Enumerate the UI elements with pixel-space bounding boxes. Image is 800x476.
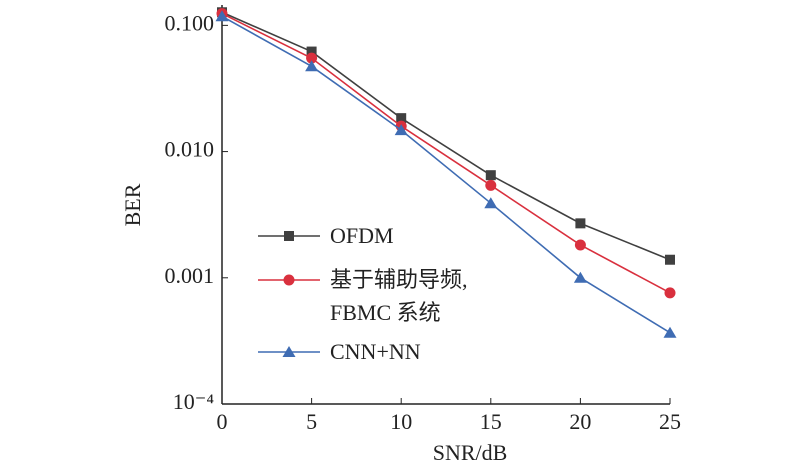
series-line [221,11,671,261]
marker [284,231,294,241]
marker [485,179,497,191]
x-tick-label: 0 [217,409,228,434]
marker [664,287,676,299]
marker [282,346,296,357]
marker [663,326,677,338]
marker [573,271,587,283]
marker [484,197,498,209]
y-axis-label: BER [120,183,145,226]
legend-label: OFDM [330,223,394,248]
x-tick-label: 20 [569,409,591,434]
marker [306,52,318,64]
series-line [221,12,671,294]
x-axis-label: SNR/dB [433,440,508,465]
y-tick-label: 0.001 [165,263,215,288]
marker [574,239,586,251]
legend-label: CNN+NN [330,339,421,364]
marker [306,46,317,57]
y-tick-label: 0.010 [165,137,215,162]
y-tick-label: 0.100 [165,10,215,35]
y-tick-label: 10⁻⁴ [173,389,215,414]
x-tick-label: 25 [659,409,681,434]
marker [396,113,407,124]
series-line [221,15,671,334]
marker [485,170,496,181]
x-tick-label: 5 [306,409,317,434]
marker [575,218,586,229]
marker [665,254,675,265]
x-tick-label: 15 [480,409,502,434]
legend-label: 基于辅助导频, FBMC 系统 [330,267,468,325]
marker [283,274,295,286]
marker [215,10,229,22]
x-tick-label: 10 [390,409,412,434]
marker [305,60,319,72]
marker [394,124,408,136]
